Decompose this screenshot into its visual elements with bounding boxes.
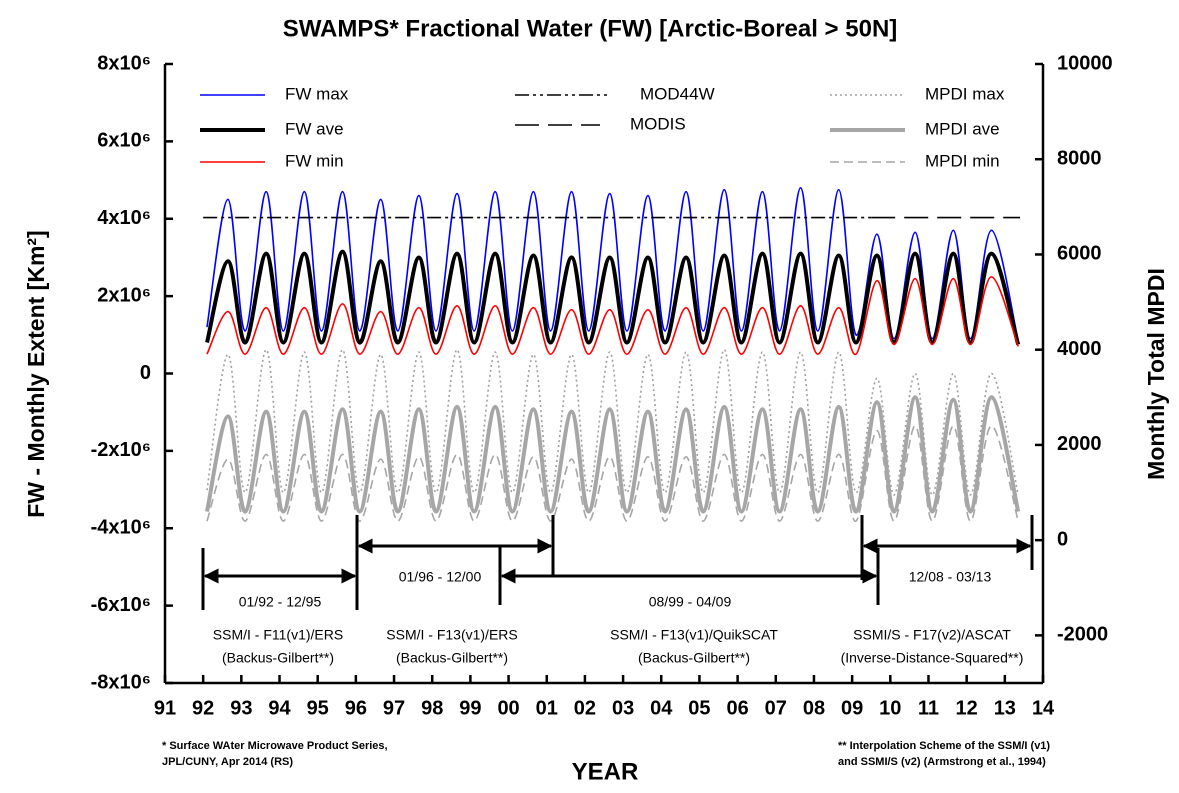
y-tick-label: -2x10⁶	[91, 439, 151, 461]
x-tick-label: 97	[383, 697, 405, 719]
y2-tick-label: 6000	[1057, 243, 1102, 265]
period-range: 01/92 - 12/95	[239, 594, 322, 610]
x-tick-label: 08	[803, 697, 825, 719]
x-tick-label: 12	[956, 697, 978, 719]
x-tick-label: 14	[1032, 697, 1055, 719]
series-line	[206, 348, 1019, 496]
legend-label: MPDI max	[925, 84, 1005, 103]
y-tick-label: -4x10⁶	[91, 517, 151, 539]
y2-tick-label: 10000	[1057, 52, 1113, 74]
legend-label: MPDI ave	[925, 119, 1000, 138]
x-tick-label: 93	[230, 697, 252, 719]
x-tick-label: 05	[688, 697, 710, 719]
x-tick-label: 07	[765, 697, 787, 719]
sensor-label: SSM/I - F11(v1)/ERS	[213, 627, 343, 643]
series-line	[206, 275, 1019, 355]
y-axis-title: FW - Monthly Extent [Km²]	[23, 230, 49, 517]
series-line	[205, 395, 1021, 514]
y2-tick-label: -2000	[1057, 624, 1108, 646]
sensor-label: SSM/I - F13(v1)/QuikSCAT	[610, 627, 778, 643]
x-tick-label: 98	[421, 697, 443, 719]
legend-label: FW ave	[285, 119, 344, 138]
y-tick-label: 6x10⁶	[97, 130, 151, 152]
x-tick-label: 13	[994, 697, 1016, 719]
chart-title: SWAMPS* Fractional Water (FW) [Arctic-Bo…	[283, 15, 898, 42]
x-tick-label: 96	[345, 697, 367, 719]
y-tick-label: 2x10⁶	[97, 284, 151, 306]
period-annotations: 01/92 - 12/95 01/96 - 12/00 08/99 - 04/0…	[201, 515, 1034, 666]
sensor-label: SSM/I - F13(v1)/ERS	[386, 627, 517, 643]
legend-label: MODIS	[630, 114, 686, 133]
y-tick-label: 4x10⁶	[97, 207, 151, 229]
scheme-label: (Inverse-Distance-Squared**)	[841, 650, 1024, 666]
plot-area: 8x10⁶ 6x10⁶ 4x10⁶ 2x10⁶ 0 -2x10⁶ -4x10⁶ -6x10⁶ -…	[91, 52, 1113, 719]
y2-tick-label: 8000	[1057, 148, 1102, 170]
footnote: ** Interpolation Scheme of the SSM/I (v1…	[838, 740, 1050, 752]
legend: FW max FW ave FW min MOD44W MODIS MPDI max MPD…	[200, 84, 1005, 170]
y-tick-label: -6x10⁶	[91, 594, 151, 616]
legend-label: MPDI min	[925, 151, 1000, 170]
period-range: 08/99 - 04/09	[649, 594, 732, 610]
x-tick-label: 10	[879, 697, 901, 719]
sensor-label: SSMI/S - F17(v2)/ASCAT	[853, 627, 1011, 643]
x-tick-label: 06	[726, 697, 748, 719]
x-tick-label: 02	[574, 697, 596, 719]
period-range: 01/96 - 12/00	[399, 569, 482, 585]
x-tick-label: 92	[192, 697, 214, 719]
y-tick-label: 8x10⁶	[97, 52, 151, 74]
footnote: and SSMI/S (v2) (Armstrong et al., 1994)	[838, 756, 1046, 768]
series-line	[206, 425, 1019, 522]
y-tick-label: -8x10⁶	[91, 671, 151, 693]
x-tick-label: 09	[841, 697, 863, 719]
scheme-label: (Backus-Gilbert**)	[396, 650, 508, 666]
x-tick-label: 11	[918, 697, 939, 719]
scheme-label: (Backus-Gilbert**)	[638, 650, 750, 666]
x-tick-label: 01	[536, 697, 558, 719]
x-tick-label: 94	[268, 697, 291, 719]
x-tick-label: 91	[154, 697, 176, 719]
period-range: 12/08 - 03/13	[909, 569, 992, 585]
legend-label: MOD44W	[640, 84, 715, 103]
x-tick-label: 99	[459, 697, 481, 719]
footnote: JPL/CUNY, Apr 2014 (RS)	[162, 756, 293, 768]
legend-label: FW min	[285, 151, 344, 170]
y2-axis-title: Monthly Total MPDI	[1143, 268, 1169, 480]
x-axis-title: YEAR	[572, 758, 639, 785]
x-tick-label: 03	[612, 697, 634, 719]
y-tick-label: 0	[140, 362, 151, 384]
footnote: * Surface WAter Microwave Product Series…	[162, 740, 388, 752]
y2-tick-label: 0	[1057, 528, 1068, 550]
scheme-label: (Backus-Gilbert**)	[222, 650, 334, 666]
series-line	[205, 249, 1021, 346]
legend-label: FW max	[285, 84, 349, 103]
x-tick-label: 00	[497, 697, 519, 719]
x-tick-label: 04	[650, 697, 673, 719]
y2-tick-label: 2000	[1057, 433, 1102, 455]
y2-tick-label: 4000	[1057, 338, 1102, 360]
x-tick-label: 95	[307, 697, 329, 719]
